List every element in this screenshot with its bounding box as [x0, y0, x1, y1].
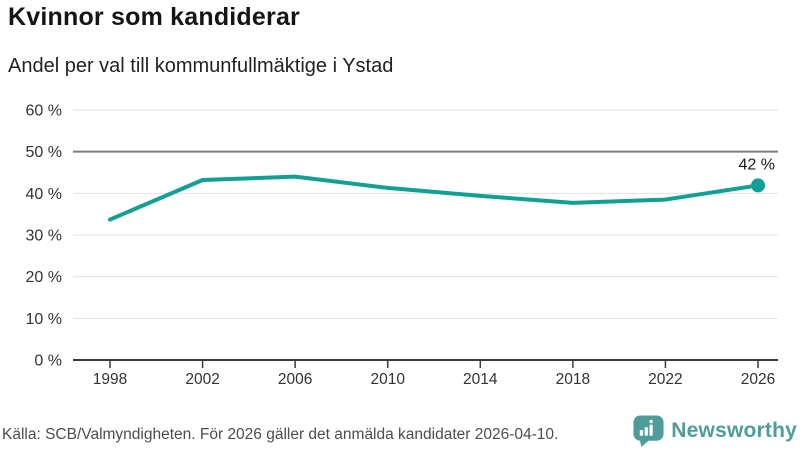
- y-tick-label-60: 60 %: [26, 103, 62, 120]
- newsworthy-logo: Newsworthy: [632, 414, 797, 447]
- y-tick-label-10: 10 %: [26, 311, 62, 328]
- y-tick-label-20: 20 %: [26, 269, 62, 286]
- newsworthy-wordmark: Newsworthy: [671, 418, 797, 442]
- y-tick-label-40: 40 %: [26, 186, 62, 203]
- page-subtitle: Andel per val till kommunfullmäktige i Y…: [8, 55, 394, 77]
- source-note: Källa: SCB/Valmyndigheten. För 2026 gäll…: [2, 426, 559, 443]
- x-tick-label-2010: 2010: [370, 371, 405, 388]
- x-tick-label-2026: 2026: [741, 371, 775, 388]
- page-title: Kvinnor som kandiderar: [8, 3, 300, 31]
- trend-line: [108, 174, 760, 222]
- x-tick-label-2002: 2002: [185, 371, 219, 388]
- y-tick-label-30: 30 %: [26, 228, 62, 245]
- y-tick-label-0: 0 %: [34, 353, 62, 370]
- x-tick-label-2014: 2014: [463, 371, 498, 388]
- x-tick-label-1998: 1998: [93, 371, 127, 388]
- x-tick-label-2022: 2022: [648, 371, 682, 388]
- y-tick-label-50: 50 %: [26, 144, 62, 161]
- x-tick-label-2006: 2006: [278, 371, 312, 388]
- x-tick-label-2018: 2018: [556, 371, 590, 388]
- end-point-label: 42 %: [739, 156, 775, 173]
- newsworthy-bubble-chart-icon: [633, 415, 664, 447]
- end-point-marker: [751, 178, 765, 193]
- footer: Källa: SCB/Valmyndigheten. För 2026 gäll…: [0, 412, 800, 450]
